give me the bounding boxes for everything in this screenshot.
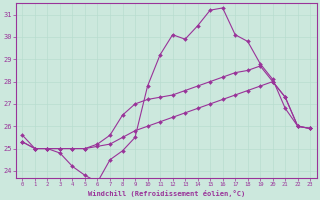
X-axis label: Windchill (Refroidissement éolien,°C): Windchill (Refroidissement éolien,°C): [88, 190, 245, 197]
